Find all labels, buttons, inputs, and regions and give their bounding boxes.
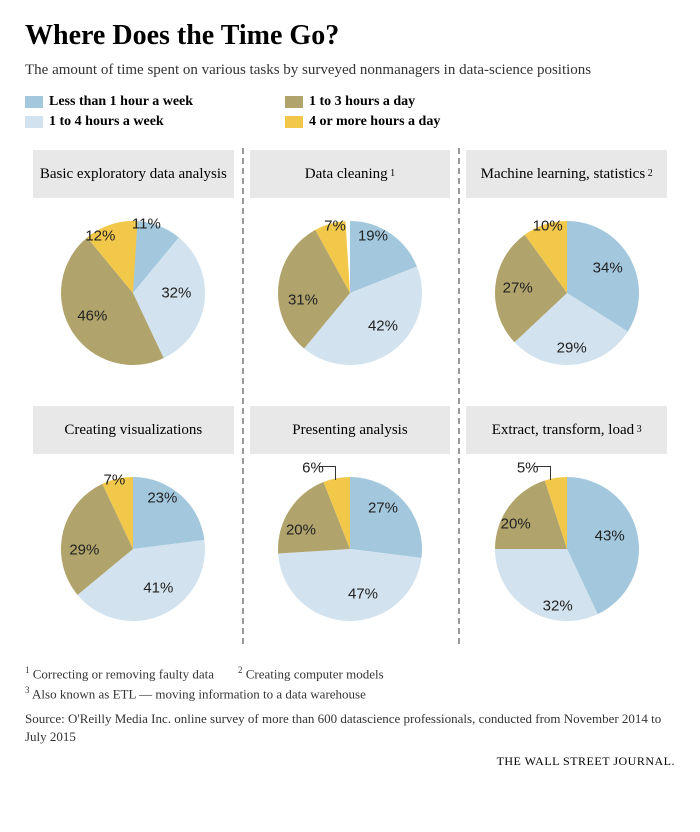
chart-cell-eda: Basic exploratory data analysis 11% 32% 46%…: [25, 140, 242, 396]
slice-label: 34%: [593, 260, 623, 277]
slice-label: 20%: [286, 522, 316, 539]
chart-cell-cleaning: Data cleaning 1 19% 42% 31% 7%: [242, 140, 459, 396]
slice-label: 20%: [501, 516, 531, 533]
pie-chart: 11% 32% 46% 12%: [48, 208, 218, 378]
slice-label: 29%: [557, 340, 587, 357]
slice-label: 27%: [368, 500, 398, 517]
slice-label: 46%: [77, 308, 107, 325]
chart-cell-viz: Creating visualizations 23% 41% 29% 7%: [25, 396, 242, 652]
chart-cell-etl: Extract, transform, load 3 43% 32% 20% 5%: [458, 396, 675, 652]
slice-label: 6%: [302, 460, 324, 477]
slice-label: 41%: [143, 580, 173, 597]
legend-label: 1 to 3 hours a day: [309, 94, 415, 110]
attribution: The Wall Street Journal.: [25, 754, 675, 769]
legend-item-lt1h: Less than 1 hour a week: [25, 94, 285, 110]
slice-label: 23%: [147, 490, 177, 507]
legend-label: Less than 1 hour a week: [49, 94, 193, 110]
pie-title: Creating visualizations: [33, 406, 234, 454]
pie-slice-lt1h: [133, 477, 204, 549]
pie-chart: 34% 29% 27% 10%: [482, 208, 652, 378]
slice-label: 27%: [503, 280, 533, 297]
pie-title: Extract, transform, load 3: [466, 406, 667, 454]
slice-label: 7%: [324, 218, 346, 235]
legend-label: 4 or more hours a day: [309, 114, 440, 130]
source-line: Source: O'Reilly Media Inc. online surve…: [25, 710, 675, 746]
footnotes: 1 Correcting or removing faulty data 2 C…: [25, 664, 675, 704]
slice-label: 19%: [358, 228, 388, 245]
legend-item-d4plus: 4 or more hours a day: [285, 114, 440, 130]
footnote-2: 2 Creating computer models: [238, 664, 384, 684]
legend-swatch: [285, 116, 303, 128]
slice-label: 43%: [595, 528, 625, 545]
footnote-1: 1 Correcting or removing faulty data: [25, 664, 214, 684]
slice-label: 47%: [348, 586, 378, 603]
pie-chart: 27%47%20%6%: [265, 464, 435, 634]
legend-swatch: [285, 96, 303, 108]
slice-label: 12%: [85, 228, 115, 245]
legend: Less than 1 hour a week 1 to 4 hours a w…: [25, 94, 675, 130]
pie-chart: 19% 42% 31% 7%: [265, 208, 435, 378]
pie-chart: 23% 41% 29% 7%: [48, 464, 218, 634]
slice-label: 5%: [517, 460, 539, 477]
pie-title: Presenting analysis: [250, 406, 451, 454]
chart-cell-ml: Machine learning, statistics 2 34% 29% 27% 1…: [458, 140, 675, 396]
slice-label: 11%: [132, 216, 161, 233]
slice-label: 31%: [288, 292, 318, 309]
pie-slice-lt1h: [350, 477, 422, 558]
legend-label: 1 to 4 hours a week: [49, 114, 164, 130]
slice-label: 10%: [533, 218, 563, 235]
pie-title: Machine learning, statistics 2: [466, 150, 667, 198]
slice-label: 42%: [368, 318, 398, 335]
pie-chart: 43%32%20%5%: [482, 464, 652, 634]
chart-cell-presenting: Presenting analysis 27% 47% 20% 6%: [242, 396, 459, 652]
chart-grid: Basic exploratory data analysis 11% 32% 46%…: [25, 140, 675, 652]
legend-item-w1to4: 1 to 4 hours a week: [25, 114, 285, 130]
chart-title: Where Does the Time Go?: [25, 20, 675, 52]
footnote-3: 3 Also known as ETL — moving information…: [25, 684, 675, 704]
chart-subtitle: The amount of time spent on various task…: [25, 60, 675, 80]
slice-label: 32%: [543, 598, 573, 615]
pie-title: Basic exploratory data analysis: [33, 150, 234, 198]
legend-swatch: [25, 116, 43, 128]
pie-title: Data cleaning 1: [250, 150, 451, 198]
slice-label: 7%: [103, 472, 125, 489]
slice-label: 32%: [161, 285, 191, 302]
legend-swatch: [25, 96, 43, 108]
slice-label: 29%: [69, 542, 99, 559]
legend-item-d1to3: 1 to 3 hours a day: [285, 94, 440, 110]
